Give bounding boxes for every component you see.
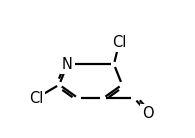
Text: O: O [142,106,154,121]
Text: Cl: Cl [112,35,127,50]
Text: N: N [62,57,73,72]
Text: Cl: Cl [29,91,43,106]
Text: O: O [142,106,154,121]
Text: N: N [62,57,73,72]
Text: Cl: Cl [29,91,43,106]
Text: Cl: Cl [112,35,127,50]
